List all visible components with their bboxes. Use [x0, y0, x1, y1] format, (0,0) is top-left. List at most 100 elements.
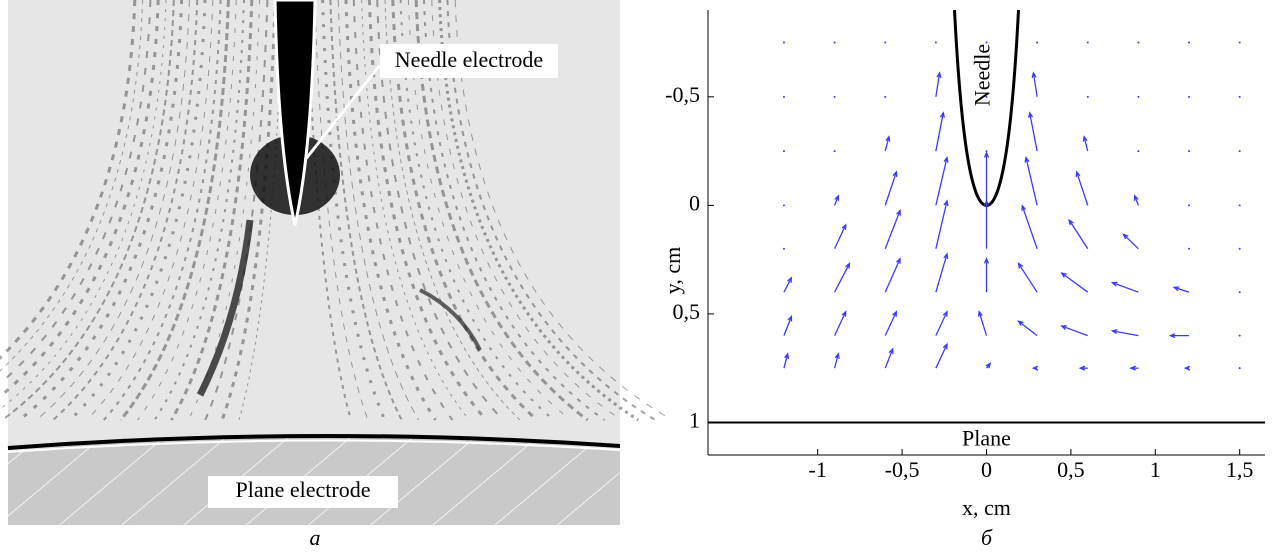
arrow-head	[936, 71, 942, 78]
arrow-head	[943, 199, 949, 207]
y-tick-label: -0,5	[665, 82, 700, 107]
arrow-head	[888, 347, 894, 355]
arrow	[884, 41, 887, 44]
arrow	[1238, 291, 1241, 294]
arrow	[834, 262, 851, 293]
arrow	[782, 150, 785, 153]
arrow-head	[895, 257, 901, 264]
arrow-shaft	[935, 72, 941, 97]
arrow-shaft	[833, 353, 839, 369]
caption: б	[981, 525, 993, 550]
arrow-head	[983, 199, 990, 206]
arrow-dot	[1137, 41, 1140, 44]
arrow	[935, 252, 949, 293]
arrow	[1024, 155, 1038, 206]
arrow-head	[896, 209, 901, 216]
arrow	[783, 314, 793, 336]
arrow-head	[1082, 135, 1088, 142]
arrow-shaft	[783, 316, 792, 336]
arrow-head	[1060, 272, 1067, 278]
arrow-shaft	[834, 224, 847, 250]
arrow	[1133, 194, 1140, 206]
arrow-shaft	[1029, 112, 1038, 152]
arrow	[1082, 135, 1089, 152]
arrow-dot	[833, 95, 836, 98]
arrow	[1129, 365, 1139, 371]
arrow	[935, 310, 948, 336]
arrow-dot	[985, 150, 988, 153]
arrow	[782, 204, 785, 207]
arrow	[935, 111, 945, 152]
arrow-dot	[782, 204, 785, 207]
arrow-dot	[1188, 95, 1191, 98]
arrow	[1168, 333, 1190, 339]
arrow-shaft	[935, 112, 944, 152]
plane-edge	[7, 433, 621, 450]
arrow-head	[1060, 325, 1067, 330]
streak	[1, 0, 175, 421]
arrow	[1017, 262, 1038, 293]
arrow-head	[942, 310, 948, 317]
streak	[196, 219, 254, 397]
arrow-shaft	[783, 353, 789, 369]
arrow-shaft	[1061, 325, 1088, 337]
arrow-head	[983, 257, 990, 264]
arrow-head	[834, 194, 840, 201]
arrow-head	[1017, 262, 1024, 269]
x-axis-label: x, cm	[962, 495, 1011, 520]
arrow	[983, 151, 990, 206]
arrow	[1060, 325, 1088, 337]
arrow-dot	[1238, 204, 1241, 207]
arrow-dot	[985, 41, 988, 44]
arrow-head	[787, 276, 793, 283]
streak	[329, 0, 403, 421]
arrow	[782, 95, 785, 98]
arrow	[1017, 320, 1038, 337]
arrow-dot	[1238, 367, 1241, 370]
particle-streaks	[0, 0, 673, 422]
arrow	[1238, 334, 1241, 337]
arrow	[1172, 286, 1190, 293]
streak	[0, 0, 137, 360]
streak	[35, 0, 190, 421]
plane-label: Plane electrode	[236, 477, 371, 502]
arrow-head	[1122, 233, 1129, 240]
arrow-head	[784, 352, 790, 359]
streak	[438, 0, 640, 422]
arrow-head	[943, 155, 949, 163]
arrow-head	[943, 252, 949, 260]
streak	[352, 0, 454, 421]
needle-label-box	[380, 44, 558, 78]
arrow-shaft	[1173, 286, 1190, 293]
arrow-shaft	[978, 311, 988, 336]
arrow-dot	[1188, 41, 1191, 44]
arrow	[884, 209, 901, 250]
plane-edge-outline	[7, 439, 621, 453]
arrow-head	[1110, 329, 1118, 335]
streak	[119, 0, 230, 421]
arrow-dot	[1238, 41, 1241, 44]
arrow-head	[1133, 194, 1139, 201]
arrow	[1238, 150, 1241, 153]
arrow-head	[1021, 204, 1027, 211]
arrow	[833, 194, 840, 206]
arrow	[935, 71, 942, 97]
streak	[137, 0, 237, 421]
streak	[18, 0, 184, 422]
arrow-shaft	[783, 277, 792, 293]
arrow-dot	[1137, 150, 1140, 153]
arrow-dot	[884, 41, 887, 44]
arrow-shaft	[884, 136, 890, 152]
arrow-head	[787, 314, 793, 322]
arrow-shaft	[1025, 157, 1038, 206]
arrow	[833, 41, 836, 44]
arrow	[935, 199, 949, 249]
arrow-head	[892, 170, 898, 177]
arrow-head	[1078, 365, 1086, 371]
arrow-shaft	[935, 311, 948, 336]
streak	[361, 0, 470, 421]
arrow-dot	[1238, 291, 1241, 294]
streak	[431, 0, 622, 421]
arrow-shaft	[884, 258, 901, 293]
